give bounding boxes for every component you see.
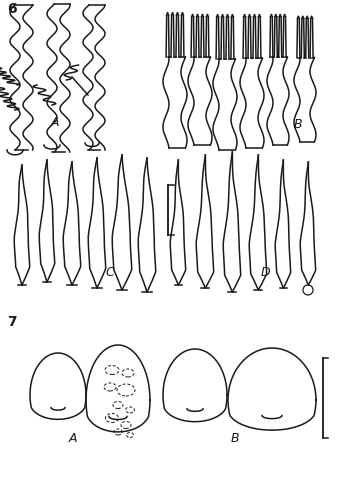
Text: D: D	[260, 266, 270, 278]
Text: B: B	[231, 432, 239, 444]
Text: 6: 6	[7, 2, 17, 16]
Text: C: C	[105, 266, 114, 278]
Text: A: A	[69, 432, 77, 444]
Text: 7: 7	[7, 315, 17, 329]
Text: A: A	[51, 116, 59, 128]
Text: B: B	[294, 118, 303, 132]
